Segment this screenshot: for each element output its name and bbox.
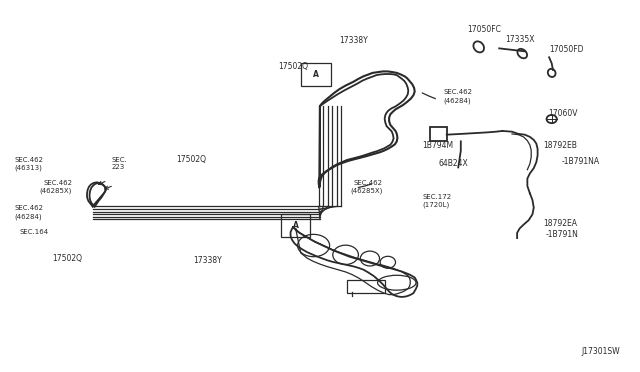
Text: 17502Q: 17502Q bbox=[52, 254, 83, 263]
Text: 17338Y: 17338Y bbox=[193, 256, 222, 265]
Text: 1B794M: 1B794M bbox=[422, 141, 454, 150]
Text: A: A bbox=[313, 70, 319, 79]
Text: SEC.462: SEC.462 bbox=[14, 205, 43, 211]
Text: (46285X): (46285X) bbox=[40, 188, 72, 195]
Text: SEC.462: SEC.462 bbox=[444, 89, 472, 95]
Text: SEC.462: SEC.462 bbox=[14, 157, 43, 163]
Text: SEC.462: SEC.462 bbox=[44, 180, 72, 186]
Text: -1B791NA: -1B791NA bbox=[562, 157, 600, 166]
Text: 17502Q: 17502Q bbox=[176, 155, 206, 164]
Text: 17335X: 17335X bbox=[506, 35, 535, 44]
Text: 17338Y: 17338Y bbox=[339, 36, 368, 45]
Text: 17050FC: 17050FC bbox=[467, 25, 501, 34]
Text: SEC.462: SEC.462 bbox=[353, 180, 382, 186]
Text: (46284): (46284) bbox=[444, 97, 471, 104]
Text: -1B791N: -1B791N bbox=[545, 230, 578, 239]
Text: SEC.164: SEC.164 bbox=[19, 230, 49, 235]
Text: (1720L): (1720L) bbox=[422, 201, 450, 208]
Text: 18792EA: 18792EA bbox=[543, 219, 577, 228]
Text: 17060V: 17060V bbox=[548, 109, 577, 118]
Text: (46285X): (46285X) bbox=[351, 188, 383, 195]
Text: 17502Q: 17502Q bbox=[278, 62, 308, 71]
Text: 223: 223 bbox=[112, 164, 125, 170]
Text: SEC.: SEC. bbox=[112, 157, 128, 163]
Text: SEC.172: SEC.172 bbox=[422, 194, 452, 200]
Text: 18792EB: 18792EB bbox=[543, 141, 577, 150]
Text: (46313): (46313) bbox=[14, 164, 42, 171]
Text: (46284): (46284) bbox=[14, 213, 42, 220]
Text: J17301SW: J17301SW bbox=[581, 347, 620, 356]
Text: 17050FD: 17050FD bbox=[549, 45, 584, 54]
Text: A: A bbox=[292, 221, 299, 230]
Text: 64B24X: 64B24X bbox=[438, 159, 468, 168]
